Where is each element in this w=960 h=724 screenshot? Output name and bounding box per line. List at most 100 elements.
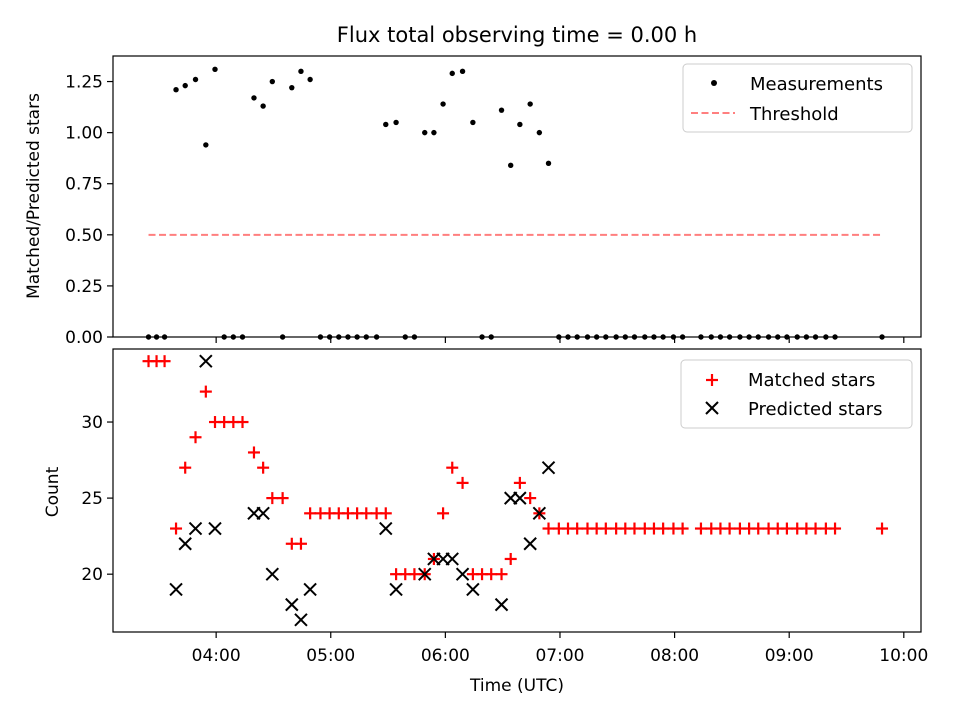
measurement-point xyxy=(383,121,389,128)
matched-star-point xyxy=(628,522,641,535)
predicted-star-point xyxy=(389,582,403,597)
matched-star-point xyxy=(723,522,736,535)
matched-star-point xyxy=(485,568,498,581)
x-tick-label: 08:00 xyxy=(650,646,699,666)
measurement-point xyxy=(440,101,446,107)
matched-star-point xyxy=(236,416,249,429)
predicted-star-point xyxy=(256,506,270,521)
bottom-x-axis: 04:00 05:00 06:00 07:00 08:00 09:00 10:00 xyxy=(192,632,928,666)
measurement-point xyxy=(393,119,399,126)
legend-threshold-label: Threshold xyxy=(749,104,839,125)
measurement-point xyxy=(182,82,188,89)
measurement-point xyxy=(459,68,466,75)
y-tick-label: 25 xyxy=(81,489,103,509)
measurement-point xyxy=(449,70,455,77)
matched-star-point xyxy=(158,355,171,368)
measurement-point xyxy=(527,101,533,107)
bottom-y-axis: 20 25 30 xyxy=(81,413,113,585)
measurement-point xyxy=(431,129,437,136)
y-tick-label: 1.00 xyxy=(65,124,103,144)
predicted-star-point xyxy=(208,521,222,536)
matched-star-point xyxy=(199,385,212,398)
y-tick-label: 30 xyxy=(81,413,103,433)
matched-star-point xyxy=(676,522,689,535)
measurement-point xyxy=(298,68,304,75)
y-tick-label: 0.00 xyxy=(65,328,103,348)
predicted-star-point xyxy=(188,521,203,536)
x-tick-label: 09:00 xyxy=(765,646,814,666)
matched-star-point xyxy=(304,507,317,520)
predicted-star-point xyxy=(265,567,280,581)
top-y-axis: 0.00 0.25 0.50 0.75 1.00 1.25 xyxy=(65,73,113,348)
matched-star-point xyxy=(876,522,889,535)
top-legend-box xyxy=(682,63,913,133)
measurement-point xyxy=(289,84,295,91)
measurement-point xyxy=(422,129,428,136)
predicted-star-point xyxy=(523,537,537,551)
measurement-point xyxy=(212,66,218,72)
predicted-star-point xyxy=(199,354,213,368)
y-tick-label: 0.50 xyxy=(65,226,103,246)
predicted-star-point xyxy=(532,506,547,521)
matched-star-point xyxy=(780,522,793,535)
matched-star-point xyxy=(294,537,307,550)
matched-star-point xyxy=(170,522,183,535)
matched-star-point xyxy=(571,522,584,535)
measurement-point xyxy=(507,162,514,169)
bottom-legend: Matched stars Predicted stars xyxy=(680,359,913,429)
matched-star-point xyxy=(379,507,392,520)
x-tick-label: 05:00 xyxy=(306,646,355,666)
matched-star-point xyxy=(179,461,192,474)
matched-star-point xyxy=(266,492,279,505)
predicted-star-point xyxy=(294,613,308,627)
predicted-star-point xyxy=(466,582,480,597)
top-y-axis-label: Matched/Predicted stars xyxy=(24,93,44,299)
x-tick-label: 10:00 xyxy=(879,646,928,666)
predicted-star-point xyxy=(379,521,393,536)
matched-star-point xyxy=(446,461,459,474)
measurement-point xyxy=(260,103,266,109)
measurement-point xyxy=(498,107,505,113)
predicted-star-point xyxy=(541,460,556,475)
matched-star-point xyxy=(360,507,373,520)
legend-predicted-label: Predicted stars xyxy=(748,399,882,420)
legend-predicted-marker xyxy=(705,401,719,415)
predicted-star-point xyxy=(494,597,509,612)
bottom-plot-frame xyxy=(112,348,922,633)
measurement-point xyxy=(517,121,523,128)
predicted-star-point xyxy=(455,567,470,581)
x-tick-label: 06:00 xyxy=(421,646,470,666)
bottom-plot-marks xyxy=(142,354,889,627)
matched-star-point xyxy=(437,507,450,520)
matched-star-point xyxy=(657,522,670,535)
measurement-point xyxy=(251,95,257,101)
bottom-x-axis-label: Time (UTC) xyxy=(469,676,564,696)
matched-star-point xyxy=(524,492,537,505)
matched-star-point xyxy=(456,476,469,489)
predicted-star-point xyxy=(513,491,527,505)
y-tick-label: 1.25 xyxy=(65,73,103,93)
measurement-point xyxy=(307,76,313,83)
measurement-point xyxy=(203,142,209,148)
measurement-point xyxy=(173,87,179,93)
predicted-star-point xyxy=(169,582,183,597)
matched-star-point xyxy=(247,446,260,459)
matched-star-point xyxy=(276,492,289,505)
top-plot-frame xyxy=(112,55,922,338)
matched-star-point xyxy=(257,461,270,474)
matched-star-point xyxy=(189,431,202,444)
measurement-point xyxy=(536,129,543,136)
matched-star-point xyxy=(809,522,822,535)
bottom-y-axis-label: Count xyxy=(43,466,63,517)
legend-measurements-label: Measurements xyxy=(750,74,883,95)
matched-star-point xyxy=(752,522,765,535)
matched-star-point xyxy=(694,522,707,535)
predicted-star-point xyxy=(303,582,317,597)
matched-star-point xyxy=(504,552,517,565)
matched-star-point xyxy=(542,522,555,535)
matched-star-point xyxy=(495,568,508,581)
matched-star-point xyxy=(513,476,526,489)
top-chart-title: Flux total observing time = 0.00 h xyxy=(337,23,697,47)
measurement-point xyxy=(470,119,476,126)
